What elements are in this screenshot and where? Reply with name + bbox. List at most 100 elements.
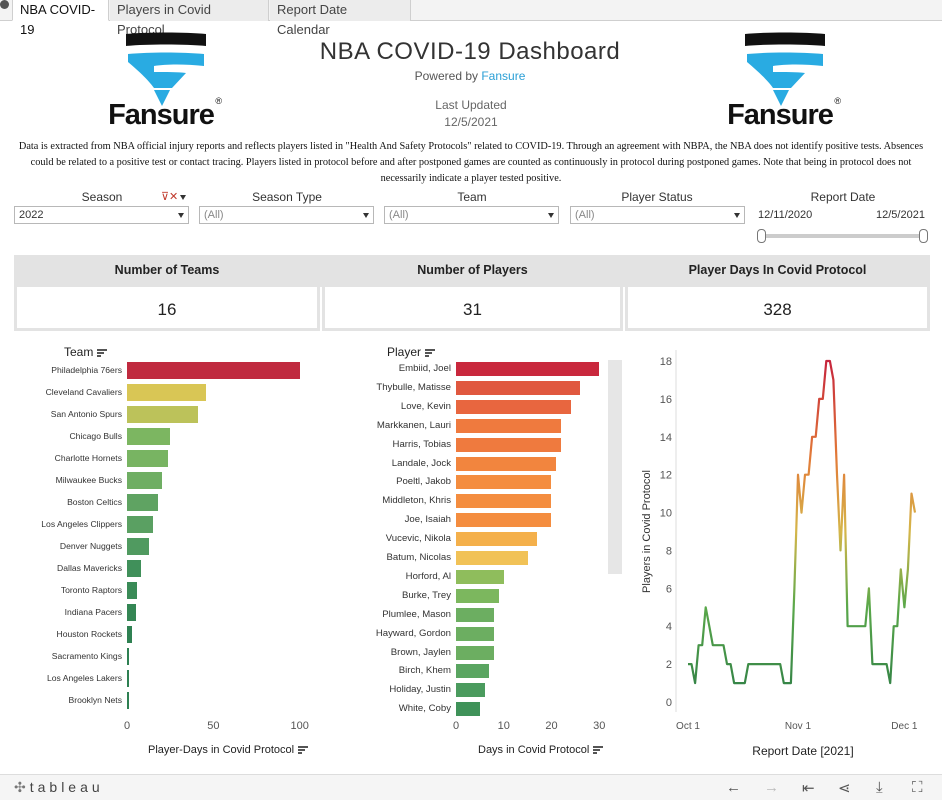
player-category-label: Thybulle, Matisse <box>376 381 451 393</box>
report-date-slider-track[interactable] <box>762 234 924 238</box>
team-bar[interactable] <box>127 560 141 577</box>
team-bar[interactable] <box>127 406 198 423</box>
team-category-label: Milwaukee Bucks <box>55 474 122 485</box>
team-bar[interactable] <box>127 428 171 445</box>
fansure-logo-text: Fansure <box>108 99 215 131</box>
team-chart-x-title: Player-Days in Covid Protocol <box>148 744 309 756</box>
kpi-header-band <box>14 255 930 287</box>
filter-menu-caret-icon[interactable] <box>180 195 186 200</box>
player-bar[interactable] <box>456 513 552 528</box>
players-in-protocol-series-line[interactable] <box>688 359 917 685</box>
report-date-slider-end-handle[interactable] <box>919 229 928 243</box>
sort-icon[interactable] <box>593 746 604 755</box>
line-y-tick-label: 6 <box>666 583 672 595</box>
tab-report-date-calendar[interactable]: Report Date Calendar <box>270 0 411 37</box>
team-category-label: Brooklyn Nets <box>68 694 123 705</box>
team-bar[interactable] <box>127 362 300 379</box>
line-y-tick-label: 16 <box>660 394 672 406</box>
player-bar[interactable] <box>456 380 581 395</box>
redo-icon[interactable]: → <box>764 779 779 796</box>
team-x-tick-label: 100 <box>290 720 309 732</box>
players-in-protocol-line-chart: 0 2 4 6 8 10 12 14 16 18 Oct 1 Nov 1 Dec 1 Players in… <box>641 350 918 758</box>
team-select[interactable]: (All) <box>384 206 559 224</box>
tableau-logo[interactable]: ✣ tableau <box>14 779 104 795</box>
line-y-tick-label: 2 <box>666 659 672 671</box>
team-bar[interactable] <box>127 604 136 621</box>
team-category-label: Chicago Bulls <box>69 430 122 441</box>
team-category-label: San Antonio Spurs <box>50 408 122 419</box>
player-category-label: Brown, Jaylen <box>390 646 451 658</box>
powered-brand-link[interactable]: Fansure <box>481 69 526 83</box>
player-bar[interactable] <box>456 588 499 603</box>
report-date-slider-start-handle[interactable] <box>757 229 766 243</box>
player-category-label: Hayward, Gordon <box>375 627 451 639</box>
player-status-select[interactable]: (All) <box>570 206 745 224</box>
sort-icon[interactable] <box>97 348 108 357</box>
team-bar[interactable] <box>127 648 129 665</box>
chevron-down-icon <box>734 213 740 218</box>
team-bar[interactable] <box>127 626 133 643</box>
team-category-label: Indiana Pacers <box>64 606 122 617</box>
player-bar[interactable] <box>456 475 552 490</box>
team-bar[interactable] <box>127 472 162 489</box>
player-bar[interactable] <box>456 362 600 376</box>
player-bar[interactable] <box>456 399 571 414</box>
fansure-logo-text: Fansure <box>727 99 834 131</box>
team-bar[interactable] <box>127 494 159 511</box>
team-category-label: Philadelphia 76ers <box>51 364 122 375</box>
player-bar[interactable] <box>456 664 490 679</box>
season-select[interactable]: 2022 <box>14 206 189 224</box>
player-category-label: Birch, Khem <box>398 665 451 677</box>
team-bar[interactable] <box>127 582 138 599</box>
player-bar[interactable] <box>456 683 485 698</box>
player-category-label: Middleton, Khris <box>382 495 451 507</box>
team-bar[interactable] <box>127 670 129 687</box>
undo-icon[interactable]: ← <box>726 779 741 796</box>
player-bar[interactable] <box>456 418 562 433</box>
team-bar[interactable] <box>127 450 169 467</box>
sort-icon[interactable] <box>425 348 436 357</box>
team-x-tick-label: 50 <box>207 720 220 732</box>
tab-players-in-covid-protocol[interactable]: Players in Covid Protocol <box>110 0 269 37</box>
line-y-tick-label: 8 <box>666 545 672 557</box>
player-bar[interactable] <box>456 456 557 471</box>
player-bar[interactable] <box>456 532 538 547</box>
share-icon[interactable]: ⋖ <box>838 780 851 797</box>
player-bar[interactable] <box>456 626 495 641</box>
tab-nba-covid-19[interactable]: NBA COVID-19 <box>12 0 109 37</box>
clear-filter-icon[interactable]: ⊽✕ <box>161 191 179 203</box>
player-bar[interactable] <box>456 551 528 565</box>
line-y-axis-title: Players in Covid Protocol <box>641 470 653 593</box>
report-date-end: 12/5/2021 <box>876 209 925 221</box>
team-xlabel: Player-Days in Covid Protocol <box>148 744 295 756</box>
fullscreen-icon[interactable]: ⛶ <box>912 779 923 796</box>
fansure-logo-icon <box>745 32 825 106</box>
team-bar[interactable] <box>127 538 150 555</box>
team-chart-header[interactable]: Team <box>64 345 108 359</box>
last-updated-date: 12/5/2021 <box>444 115 498 129</box>
team-bar[interactable] <box>127 384 207 401</box>
player-bar[interactable] <box>456 437 562 452</box>
player-chart-scrollbar[interactable] <box>608 360 622 574</box>
player-bar[interactable] <box>456 702 480 717</box>
sort-icon[interactable] <box>298 746 309 755</box>
chevron-down-icon <box>548 213 554 218</box>
line-y-tick-label: 4 <box>666 621 672 633</box>
kpi-label-teams: Number of Teams <box>114 263 220 277</box>
player-bar[interactable] <box>456 645 495 660</box>
kpi-value-players: 31 <box>463 300 482 319</box>
player-category-label: Poeltl, Jakob <box>396 476 451 488</box>
player-bar[interactable] <box>456 569 504 584</box>
download-icon[interactable]: ⤓ <box>876 779 883 796</box>
player-bar[interactable] <box>456 494 552 509</box>
line-y-tick-label: 12 <box>660 470 672 482</box>
player-bar[interactable] <box>456 607 495 622</box>
team-category-label: Los Angeles Lakers <box>46 672 122 683</box>
team-bar[interactable] <box>127 692 129 709</box>
player-status-filter-label: Player Status <box>621 190 693 204</box>
revert-icon[interactable]: ⇤ <box>802 780 815 797</box>
player-x-tick-label: 30 <box>593 720 606 732</box>
player-chart-header[interactable]: Player <box>387 345 436 359</box>
season-type-select[interactable]: (All) <box>199 206 374 224</box>
team-bar[interactable] <box>127 516 153 533</box>
